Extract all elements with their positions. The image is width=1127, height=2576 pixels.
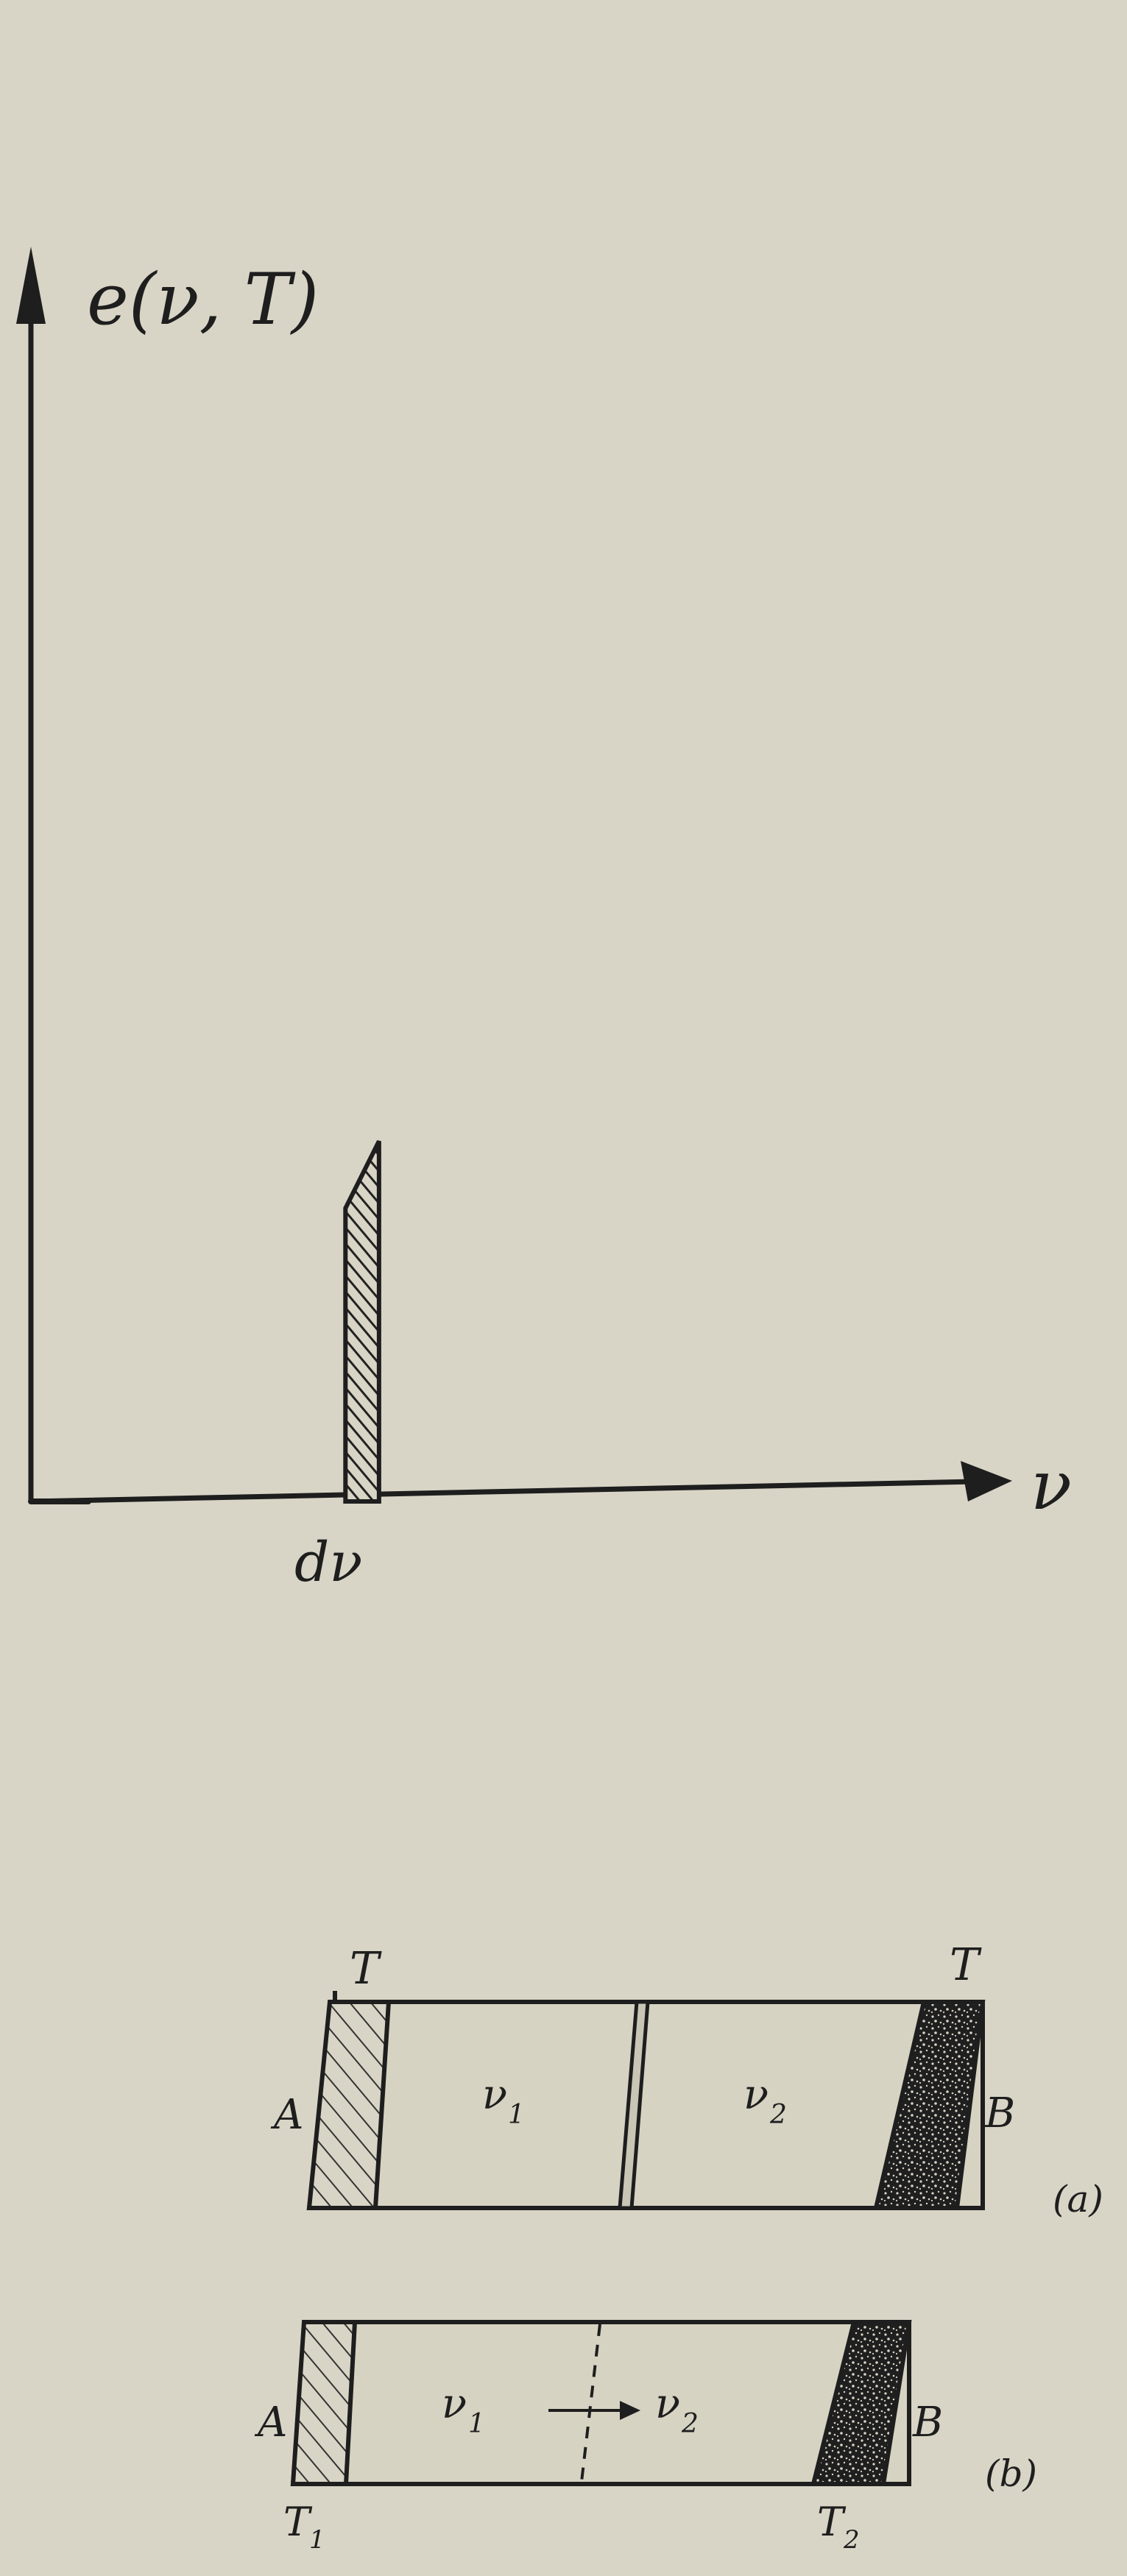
wall-B-a <box>873 2000 986 2210</box>
wall-A-b <box>290 2320 358 2486</box>
y-axis-label: e(ν, T) <box>87 258 319 341</box>
label-T-left: T <box>350 1943 382 1995</box>
diagram-a: T T A B ν 1 ν 2 (a) <box>270 1939 1103 2221</box>
caption-b: (b) <box>985 2452 1037 2495</box>
label-nu2-sub-b: 2 <box>681 2409 699 2439</box>
x-axis-label: ν <box>1031 1446 1072 1525</box>
dnu-strip <box>343 1140 381 1504</box>
label-nu2: ν <box>743 2071 769 2119</box>
diagram-b: A B ν 1 ν 2 T 1 T 2 (b) <box>254 2320 1037 2555</box>
spectrum-figure: e(ν, T) ν dν <box>16 247 1072 1594</box>
wall-A-a <box>306 2000 392 2210</box>
label-T1-sub: 1 <box>309 2525 325 2555</box>
label-nu1-b: ν <box>442 2380 467 2428</box>
x-axis <box>30 1479 976 1504</box>
label-T2: T <box>817 2499 847 2545</box>
label-nu1-sub-b: 1 <box>468 2409 485 2439</box>
label-nu2-b: ν <box>655 2380 680 2428</box>
label-B: B <box>984 2090 1015 2137</box>
x-axis-arrowhead <box>961 1461 1012 1501</box>
wall-B-b <box>810 2320 912 2486</box>
filter-membrane <box>618 2000 650 2210</box>
label-T-right: T <box>950 1939 982 1991</box>
dashed-boundary <box>580 2324 601 2483</box>
flow-arrow-head <box>620 2401 640 2420</box>
y-axis-arrowhead <box>16 247 46 324</box>
label-A: A <box>270 2091 303 2139</box>
label-T1: T <box>283 2499 313 2545</box>
label-A-b: A <box>254 2399 287 2446</box>
caption-a: (a) <box>1053 2178 1103 2221</box>
label-nu2-sub: 2 <box>769 2100 787 2130</box>
label-B-b: B <box>912 2399 943 2446</box>
enclosure-b <box>290 2320 911 2486</box>
label-T2-sub: 2 <box>843 2525 860 2555</box>
label-nu1: ν <box>482 2071 507 2119</box>
label-nu1-sub: 1 <box>508 2100 525 2130</box>
strip-label: dν <box>294 1531 362 1594</box>
